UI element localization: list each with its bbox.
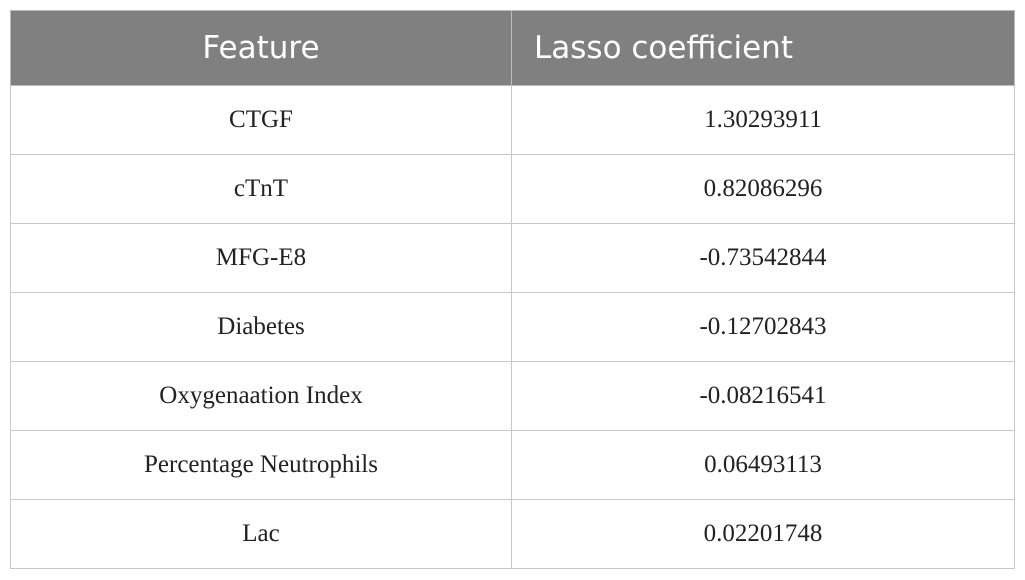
table-body: CTGF 1.30293911 cTnT 0.82086296 MFG-E8 -0.735… [10, 85, 1015, 569]
table-row: cTnT 0.82086296 [10, 154, 1015, 224]
coefficient-cell: 1.30293911 [511, 85, 1015, 155]
coefficient-cell: -0.12702843 [511, 292, 1015, 362]
table-row: CTGF 1.30293911 [10, 85, 1015, 155]
table-row: MFG-E8 -0.73542844 [10, 223, 1015, 293]
coefficient-cell: 0.02201748 [511, 499, 1015, 569]
table-row: Lac 0.02201748 [10, 499, 1015, 569]
coefficient-cell: 0.06493113 [511, 430, 1015, 500]
header-cell: Feature [10, 10, 512, 86]
coefficient-cell: -0.08216541 [511, 361, 1015, 431]
table-row: Diabetes -0.12702843 [10, 292, 1015, 362]
data-table: Feature Lasso coefficient CTGF 1.30293911… [10, 10, 1015, 569]
feature-cell: Percentage Neutrophils [10, 430, 512, 500]
feature-cell: Lac [10, 499, 512, 569]
coefficient-cell: -0.73542844 [511, 223, 1015, 293]
table-row: Percentage Neutrophils 0.06493113 [10, 430, 1015, 500]
feature-cell: Oxygenaation Index [10, 361, 512, 431]
feature-cell: CTGF [10, 85, 512, 155]
feature-cell: Diabetes [10, 292, 512, 362]
header-row: Feature Lasso coefficient [10, 10, 1015, 86]
table-row: Oxygenaation Index -0.08216541 [10, 361, 1015, 431]
feature-cell: MFG-E8 [10, 223, 512, 293]
feature-cell: cTnT [10, 154, 512, 224]
table-header: Feature Lasso coefficient [10, 10, 1015, 86]
coefficient-cell: 0.82086296 [511, 154, 1015, 224]
header-cell: Lasso coefficient [511, 10, 1015, 86]
